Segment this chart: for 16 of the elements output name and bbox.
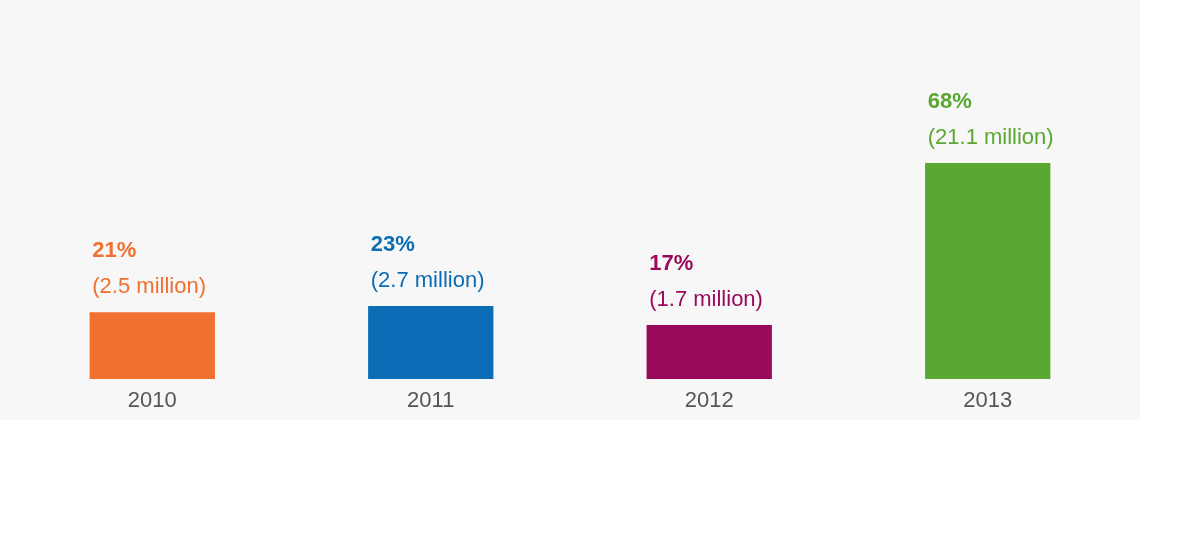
annotation: (21.1 million) xyxy=(927,124,1054,149)
annotation: (2.7 million) xyxy=(370,266,485,292)
data-label: 21% xyxy=(92,237,137,263)
bar xyxy=(925,163,1051,379)
data-label: 17% xyxy=(649,250,694,275)
bar xyxy=(368,305,494,379)
annotation: (2.5 million) xyxy=(92,273,206,299)
bar xyxy=(646,325,772,379)
bar xyxy=(89,312,215,379)
x-tick-label: 2012 xyxy=(684,386,734,412)
data-label: 68% xyxy=(927,88,972,113)
x-tick-label: 2013 xyxy=(963,386,1013,412)
data-label: 23% xyxy=(370,230,415,256)
x-tick-label: 2010 xyxy=(127,386,177,412)
annotation: (1.7 million) xyxy=(649,286,763,311)
x-tick-label: 2011 xyxy=(407,386,455,412)
